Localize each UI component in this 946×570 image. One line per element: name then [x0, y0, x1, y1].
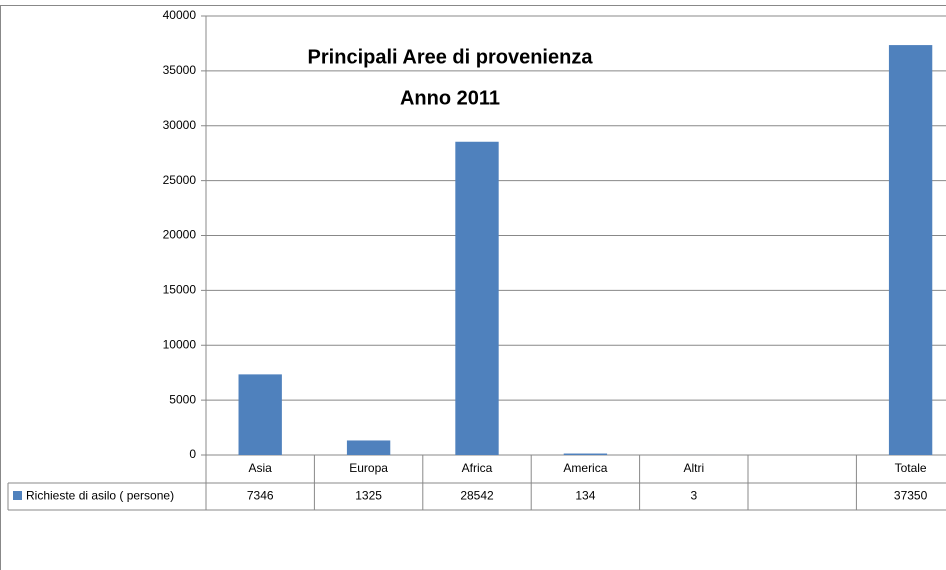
x-tick-label: Totale: [895, 461, 927, 475]
y-tick-label: 20000: [163, 228, 197, 242]
chart-title: Principali Aree di provenienza: [308, 46, 594, 68]
table-value: 134: [575, 489, 595, 503]
chart-subtitle: Anno 2011: [400, 87, 500, 109]
x-tick-label: Altri: [683, 461, 704, 475]
bar: [346, 440, 391, 455]
x-tick-label: Asia: [249, 461, 273, 475]
y-tick-label: 0: [189, 447, 196, 461]
table-value: 7346: [247, 489, 274, 503]
y-tick-label: 10000: [163, 337, 197, 351]
table-value: 37350: [894, 489, 928, 503]
x-tick-label: America: [563, 461, 607, 475]
table-value: 1325: [355, 489, 382, 503]
table-value: 28542: [460, 489, 494, 503]
legend-label: Richieste di asilo ( persone): [26, 489, 174, 503]
y-tick-label: 30000: [163, 118, 197, 132]
bar: [455, 141, 499, 455]
y-tick-label: 35000: [163, 63, 197, 77]
bar: [563, 453, 608, 455]
table-value: 3: [690, 489, 697, 503]
y-tick-label: 25000: [163, 173, 197, 187]
x-tick-label: Africa: [462, 461, 493, 475]
y-tick-label: 15000: [163, 283, 197, 297]
bar: [238, 374, 282, 455]
y-tick-label: 40000: [163, 8, 197, 22]
legend-swatch: [13, 491, 22, 500]
bar: [888, 45, 933, 456]
chart-frame: [0, 5, 946, 570]
x-tick-label: Europa: [349, 461, 388, 475]
y-tick-label: 5000: [169, 392, 196, 406]
